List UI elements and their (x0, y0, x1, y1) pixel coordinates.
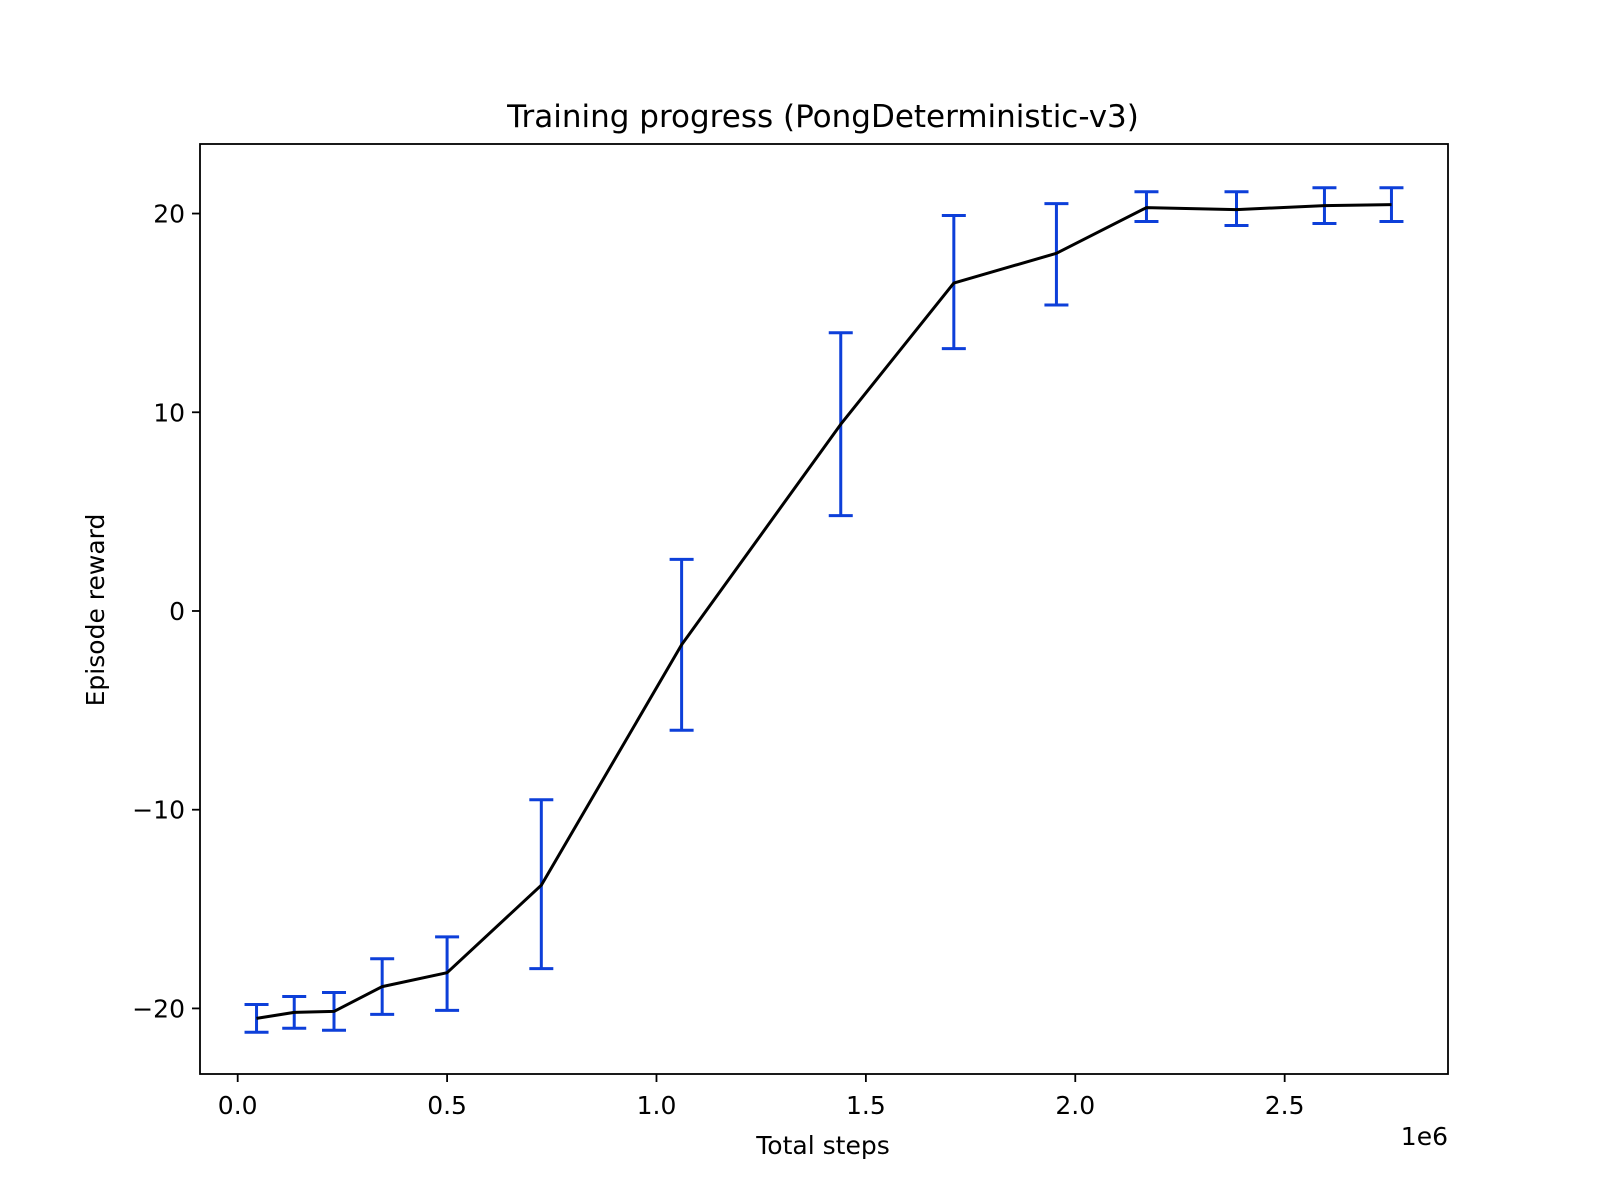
x-tick-label: 2.5 (1265, 1091, 1305, 1120)
x-tick-label: 0.0 (218, 1091, 258, 1120)
x-tick-label: 1.5 (846, 1091, 886, 1120)
mean-reward-line (256, 203, 1392, 1020)
chart-title: Training progress (PongDeterministic-v3) (506, 99, 1139, 135)
x-tick-label: 2.0 (1055, 1091, 1095, 1120)
y-axis-label: Episode reward (81, 514, 110, 707)
y-tick-label: −20 (132, 994, 185, 1023)
x-tick-label: 0.5 (427, 1091, 467, 1120)
y-axis: −20 −10 0 10 20 (132, 200, 200, 1023)
y-tick-label: 10 (153, 398, 185, 427)
x-tick-label: 1.0 (637, 1091, 677, 1120)
x-axis: 0.0 0.5 1.0 1.5 2.0 2.5 (218, 1074, 1305, 1120)
x-axis-offset-label: 1e6 (1401, 1122, 1448, 1151)
y-tick-label: 0 (169, 597, 185, 626)
y-tick-label: 20 (153, 200, 185, 229)
x-axis-label: Total steps (755, 1131, 889, 1160)
y-tick-label: −10 (132, 796, 185, 825)
plot-frame (199, 143, 1449, 1075)
plot-area (244, 186, 1404, 1034)
